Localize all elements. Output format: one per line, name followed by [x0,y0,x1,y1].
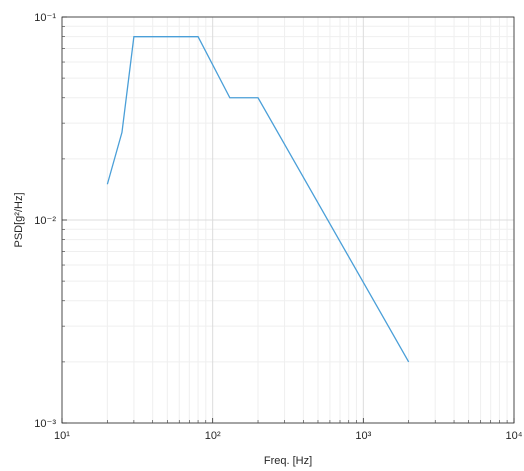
y-axis-label: PSD[g²/Hz] [13,192,25,247]
x-tick-label: 10² [205,430,221,442]
x-tick-label: 10³ [355,430,371,442]
y-tick-label: 10⁻¹ [34,12,56,24]
x-tick-label: 10¹ [54,430,70,442]
x-axis-label: Freq. [Hz] [264,455,312,467]
x-tick-label: 10⁴ [506,430,523,442]
y-tick-label: 10⁻³ [34,418,56,430]
series-line [106,36,410,363]
axes-box [61,16,515,424]
y-tick-label: 10⁻² [34,215,56,227]
